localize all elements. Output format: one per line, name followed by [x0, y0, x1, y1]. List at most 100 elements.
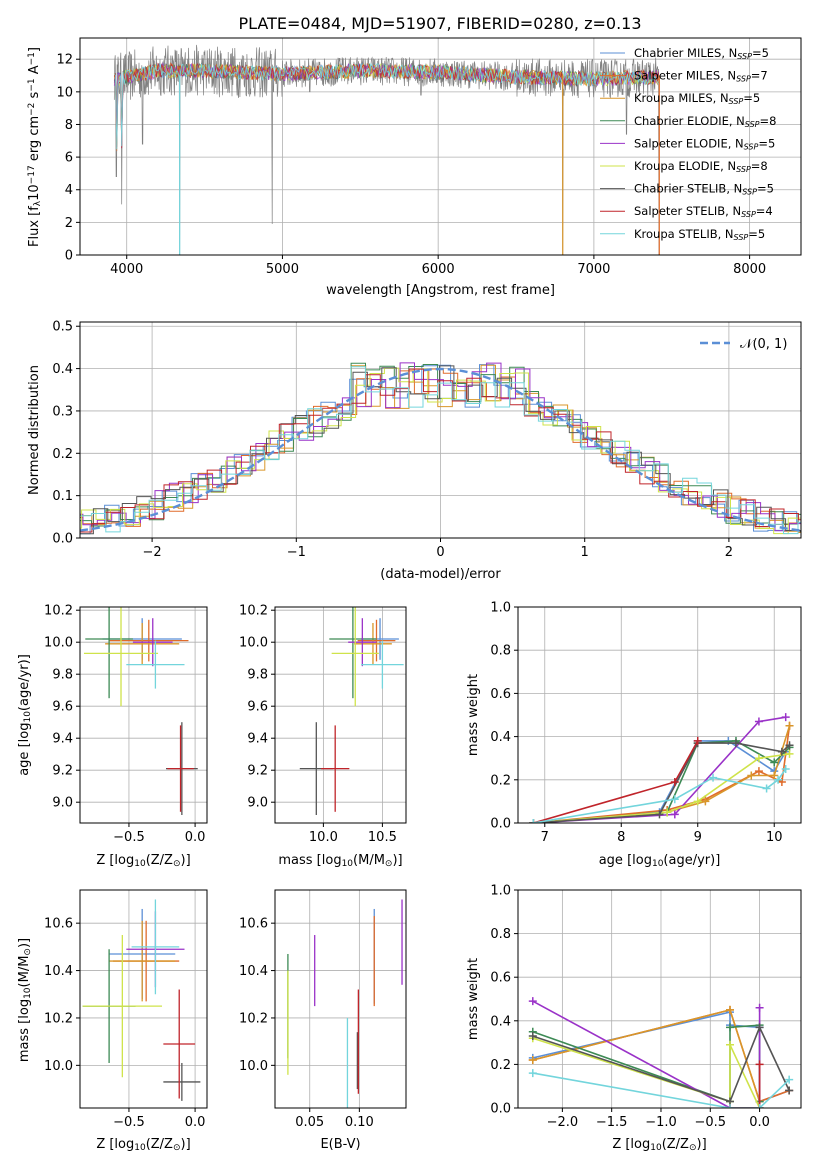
- label-part: ⊙: [23, 948, 33, 956]
- x-tick-label: −2: [143, 545, 162, 560]
- axes-frame: [517, 889, 802, 1109]
- legend-label: Chabrier STELIB, NSSP=5: [634, 182, 774, 197]
- series-5-marker: [726, 1040, 735, 1049]
- legend-label: Chabrier ELODIE, NSSP=8: [634, 114, 776, 129]
- series-2-marker: [770, 771, 779, 780]
- series-4-marker: [781, 713, 790, 722]
- label-part: SSP: [736, 75, 751, 84]
- series-2-marker: [701, 797, 710, 806]
- label-part: −2: [27, 103, 37, 116]
- y-tick-label: 0.6: [490, 971, 511, 986]
- panel-spectrum: 4000 5000 6000 7000 8000 0 2 4 6 8 10 12 wavelength …: [27, 37, 802, 298]
- axes-frame: [274, 889, 407, 1109]
- x-tick-label: 10: [766, 830, 783, 845]
- axes-frame: [79, 606, 208, 824]
- label-part: −17: [27, 165, 37, 184]
- y-tick-label: 10.2: [239, 604, 268, 619]
- y-tick-label: 1.0: [490, 601, 511, 616]
- x-axis-label: E(B-V): [320, 1137, 360, 1152]
- series-2-marker: [747, 771, 756, 780]
- y-tick-label: 9.0: [52, 796, 73, 811]
- series-6-marker: [785, 1086, 794, 1095]
- y-axis-label: Normed distribution: [27, 365, 42, 495]
- x-axis-label: mass [log10(M/M⊙)]: [278, 853, 402, 869]
- series-8-marker: [670, 795, 679, 804]
- y-tick-label: 0.0: [490, 817, 511, 832]
- series-3-marker: [770, 758, 779, 767]
- series-2-marker: [528, 1056, 537, 1065]
- label-part: (M/M: [17, 956, 32, 988]
- label-part: SSP: [744, 142, 759, 151]
- y-axis-label: mass weight: [466, 958, 481, 1040]
- series-7: [730, 1064, 761, 1108]
- series-5: [532, 1037, 761, 1108]
- label-part: −1: [27, 52, 37, 65]
- label-part: =5: [758, 136, 775, 150]
- label-part: 10: [134, 1143, 146, 1153]
- series-8: [533, 768, 787, 823]
- label-part: s: [27, 91, 42, 102]
- y-tick-label: 10.2: [44, 1011, 73, 1026]
- legend-label: Salpeter STELIB, NSSP=4: [634, 204, 773, 219]
- label-part: =7: [751, 69, 768, 83]
- label-part: A: [27, 65, 42, 78]
- y-tick-label: 0.4: [52, 362, 73, 377]
- series-8-marker: [762, 784, 771, 793]
- error-bars: [287, 899, 403, 1108]
- series-8-marker: [774, 775, 783, 784]
- x-tick-label: 4000: [110, 262, 143, 277]
- error-bars: [83, 607, 198, 815]
- legend-label: Kroupa MILES, NSSP=5: [634, 91, 760, 106]
- series-6-marker: [655, 810, 664, 819]
- x-tick-label: 5000: [266, 262, 299, 277]
- y-tick-label: 0.2: [490, 1058, 511, 1073]
- label-part: Z [log: [96, 853, 134, 868]
- x-tick-label: 0.10: [345, 1115, 374, 1130]
- series-2-marker: [726, 1005, 735, 1014]
- y-tick-label: 0.4: [490, 730, 511, 745]
- series-4: [533, 716, 786, 823]
- label-part: Salpeter ELODIE, N: [634, 136, 744, 150]
- label-part: ]: [27, 47, 42, 52]
- figure-title: PLATE=0484, MJD=51907, FIBERID=0280, z=0…: [238, 14, 641, 33]
- y-tick-label: 10.0: [44, 1059, 73, 1074]
- normal-curve: [80, 367, 801, 532]
- label-part: )]: [697, 1137, 707, 1152]
- y-tick-label: 10.0: [239, 1059, 268, 1074]
- legend-label: Kroupa STELIB, NSSP=5: [634, 227, 765, 242]
- legend-label: Kroupa ELODIE, NSSP=8: [634, 159, 768, 174]
- label-part: (Z/Z: [146, 1137, 173, 1152]
- model-spectrum-8: [113, 62, 660, 150]
- histogram-8: [80, 366, 801, 535]
- series-8-marker: [785, 1075, 794, 1084]
- series-6-marker: [785, 741, 794, 750]
- series-7-marker: [693, 736, 702, 745]
- series-2: [532, 1008, 761, 1102]
- series-3-marker: [726, 1023, 735, 1032]
- y-tick-label: 4: [65, 183, 73, 198]
- x-tick-label: 9: [694, 830, 702, 845]
- y-tick-label: 0.5: [52, 320, 73, 335]
- y-tick-label: 0.8: [490, 927, 511, 942]
- label-part: =4: [756, 204, 773, 218]
- x-tick-label: −1.0: [645, 1115, 677, 1130]
- label-part: Z [log: [612, 1137, 650, 1152]
- label-part: Chabrier MILES, N: [634, 46, 737, 60]
- series-8-marker: [755, 1104, 764, 1108]
- y-tick-label: 2: [65, 216, 73, 231]
- x-tick-label: −0.5: [113, 830, 145, 845]
- y-axis-label: mass [log10(M/M⊙)]: [17, 938, 33, 1062]
- label-part: ⊙: [173, 1143, 181, 1153]
- histogram-0: [80, 364, 801, 535]
- y-tick-label: 0: [65, 249, 73, 264]
- series-6-marker: [731, 739, 740, 748]
- axes-frame: [79, 889, 208, 1109]
- x-tick-label: 0.0: [749, 1115, 770, 1130]
- x-tick-label: 10.0: [309, 830, 338, 845]
- y-tick-label: 0.0: [52, 532, 73, 547]
- legend-label: Salpeter MILES, NSSP=7: [634, 69, 768, 84]
- label-part: =5: [743, 91, 760, 105]
- spectrum-lines: [113, 44, 660, 255]
- label-part: =5: [752, 46, 769, 60]
- panel-massweight_vs_Z: −2.0 −1.5 −1.0 −0.5 0.0 0.0 0.2 0.4 0.6 0.8 1.0 Z […: [466, 884, 802, 1153]
